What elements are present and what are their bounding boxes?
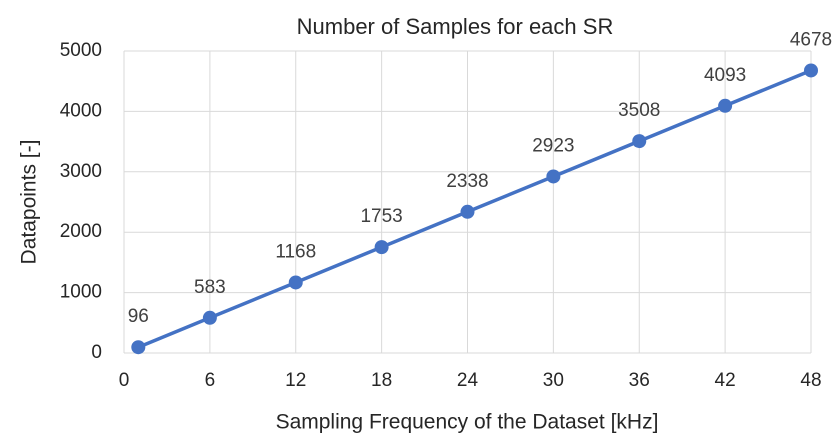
x-tick-label: 12 [285, 370, 306, 391]
x-axis-label: Sampling Frequency of the Dataset [kHz] [276, 411, 659, 434]
x-tick-label: 30 [543, 370, 564, 391]
x-tick-label: 6 [205, 370, 216, 391]
data-point [460, 204, 475, 219]
data-point [202, 310, 217, 325]
data-label: 96 [128, 306, 149, 327]
x-tick-label: 18 [371, 370, 392, 391]
y-tick-label: 1000 [60, 282, 102, 303]
y-tick-label: 2000 [60, 221, 102, 242]
data-point [718, 98, 733, 113]
data-point [546, 169, 561, 184]
x-tick-label: 0 [119, 370, 130, 391]
x-tick-label: 42 [715, 370, 736, 391]
data-label: 4678 [790, 29, 832, 50]
y-tick-label: 5000 [60, 40, 102, 61]
data-point [131, 340, 146, 355]
data-point [804, 63, 818, 78]
y-tick-label: 3000 [60, 161, 102, 182]
series-line [137, 68, 812, 349]
data-point [374, 240, 389, 255]
data-label: 2923 [532, 135, 574, 156]
y-axis-label: Datapoints [-] [18, 140, 41, 265]
data-label: 1753 [360, 206, 402, 227]
y-tick-label: 4000 [60, 100, 102, 121]
y-tick-label: 0 [91, 342, 102, 363]
data-label: 1168 [275, 241, 316, 262]
x-tick-label: 48 [800, 370, 821, 391]
data-label: 3508 [618, 100, 660, 121]
data-label: 4093 [704, 65, 746, 86]
data-label: 2338 [446, 171, 488, 192]
x-tick-label: 24 [457, 370, 479, 391]
data-point [632, 134, 647, 149]
data-point [288, 275, 303, 290]
data-label: 583 [194, 277, 226, 298]
chart-title: Number of Samples for each SR [297, 14, 614, 39]
x-tick-label: 36 [629, 370, 650, 391]
